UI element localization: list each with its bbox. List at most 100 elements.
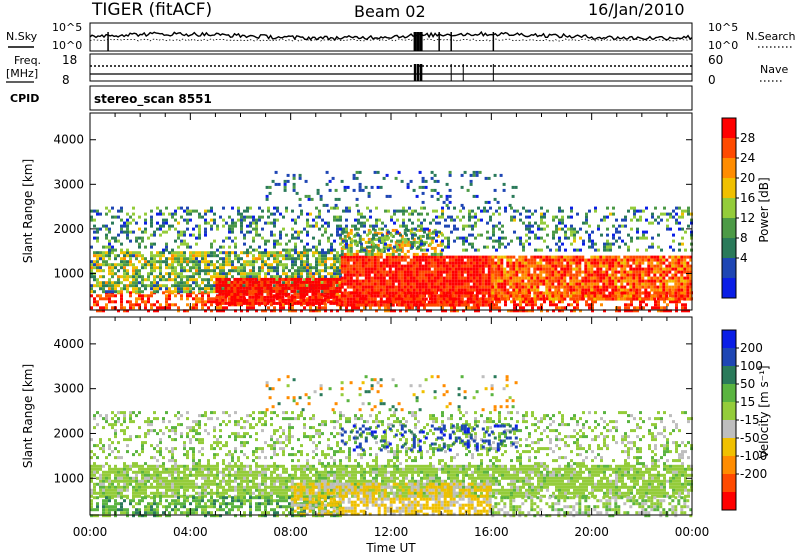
range-cell xyxy=(373,282,377,286)
range-cell xyxy=(225,263,228,267)
range-cell xyxy=(261,309,264,313)
range-cell xyxy=(542,276,546,280)
range-cell xyxy=(681,309,684,313)
range-cell xyxy=(415,258,419,262)
range-cell xyxy=(493,197,497,201)
range-cell xyxy=(433,249,437,253)
range-cell xyxy=(406,273,410,277)
range-cell xyxy=(144,306,147,310)
range-cell xyxy=(96,266,99,270)
range-cell xyxy=(361,255,365,259)
range-cell xyxy=(300,251,303,255)
range-cell xyxy=(267,266,270,270)
range-cell xyxy=(204,218,207,222)
range-cell xyxy=(114,266,117,270)
range-cell xyxy=(500,279,504,283)
range-cell xyxy=(509,282,513,286)
range-cell xyxy=(599,291,603,295)
range-cell xyxy=(186,242,189,246)
range-cell xyxy=(674,279,678,283)
range-cell xyxy=(340,249,344,253)
range-cell xyxy=(294,242,297,246)
range-cell xyxy=(653,297,657,301)
range-cell xyxy=(245,280,249,284)
range-cell xyxy=(439,252,443,256)
range-cell xyxy=(484,176,488,180)
range-cell xyxy=(273,260,276,264)
range-cell xyxy=(165,266,168,270)
range-cell xyxy=(585,215,588,219)
range-cell xyxy=(435,230,438,234)
range-cell xyxy=(521,273,525,277)
range-cell xyxy=(515,294,519,298)
range-cell xyxy=(321,224,324,228)
range-cell xyxy=(512,294,516,298)
range-cell xyxy=(403,279,407,283)
range-cell xyxy=(472,261,476,265)
range-cell xyxy=(551,255,555,259)
range-cell xyxy=(478,297,482,301)
range-cell xyxy=(168,212,171,216)
range-cell xyxy=(596,270,600,274)
range-cell xyxy=(566,255,570,259)
range-cell xyxy=(666,309,669,313)
range-cell xyxy=(665,270,669,274)
range-cell xyxy=(186,269,189,273)
range-cell xyxy=(671,264,675,268)
range-cell xyxy=(593,279,597,283)
range-cell xyxy=(382,267,386,271)
range-cell xyxy=(587,297,591,301)
range-cell xyxy=(297,275,300,279)
range-cell xyxy=(460,270,464,274)
range-cell xyxy=(414,233,417,237)
range-cell xyxy=(475,264,479,268)
range-cell xyxy=(367,249,371,253)
range-cell xyxy=(150,272,153,276)
range-cell xyxy=(370,267,374,271)
range-cell xyxy=(382,276,386,280)
range-cell xyxy=(611,297,615,301)
sky-noise-line xyxy=(89,30,693,42)
range-cell xyxy=(638,270,642,274)
range-cell xyxy=(90,215,93,219)
range-cell xyxy=(321,306,324,310)
range-cell xyxy=(292,188,296,192)
range-cell xyxy=(626,288,630,292)
range-cell xyxy=(671,288,675,292)
range-cell xyxy=(120,251,123,255)
range-cell xyxy=(472,170,476,174)
range-cell xyxy=(503,267,507,271)
range-cell xyxy=(433,173,437,177)
range-cell xyxy=(656,288,660,292)
range-cell xyxy=(339,242,342,246)
range-cell xyxy=(579,248,582,252)
noise-tick-top-left: 10^5 xyxy=(52,21,82,34)
range-cell xyxy=(291,306,294,310)
range-cell xyxy=(489,306,492,310)
range-cell xyxy=(406,267,410,271)
range-cell xyxy=(536,261,540,265)
range-cell xyxy=(159,303,162,307)
range-cell xyxy=(93,275,96,279)
range-cell xyxy=(135,278,138,282)
range-cell xyxy=(424,273,428,277)
range-cell xyxy=(639,218,642,222)
range-cell xyxy=(295,191,299,195)
range-cell xyxy=(527,288,531,292)
range-cell xyxy=(639,209,642,213)
range-cell xyxy=(297,257,300,261)
range-cell xyxy=(417,224,420,228)
range-cell xyxy=(117,290,120,294)
range-cell xyxy=(454,279,458,283)
range-cell xyxy=(545,282,549,286)
range-cell xyxy=(409,267,413,271)
range-cell xyxy=(632,297,636,301)
range-cell xyxy=(269,292,273,296)
range-cell xyxy=(560,258,564,262)
range-cell xyxy=(321,248,324,252)
range-cell xyxy=(457,264,461,268)
range-cell xyxy=(333,206,336,210)
range-cell xyxy=(644,270,648,274)
range-cell xyxy=(243,269,246,273)
range-cell xyxy=(430,246,434,250)
